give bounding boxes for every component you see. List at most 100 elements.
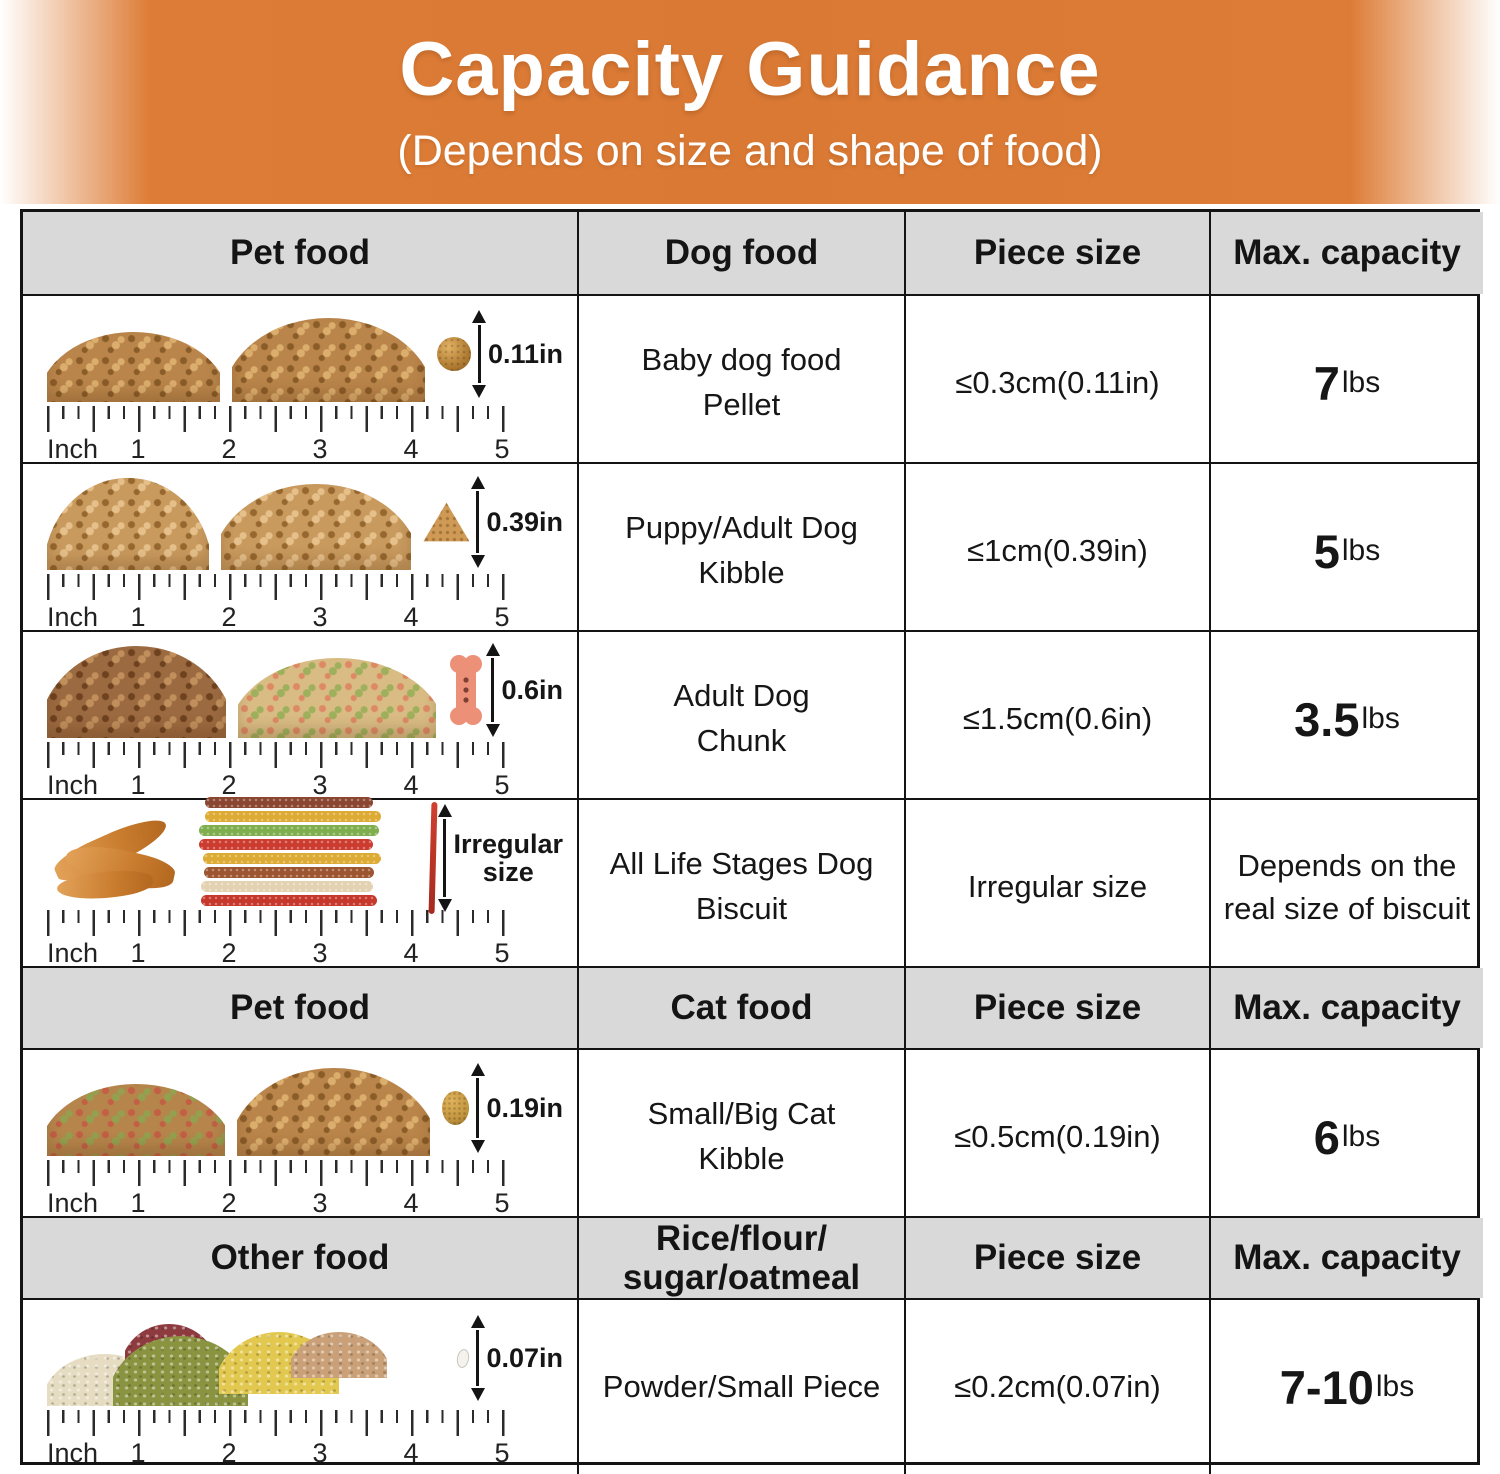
ruler-unit-label: Inch [47, 1188, 99, 1218]
header-pet-food: Pet food [23, 212, 579, 294]
food-name: All Life Stages Dog Biscuit [579, 800, 906, 974]
biscuit-stick-stack [199, 797, 381, 906]
capacity-number: 7-10 [1279, 1360, 1374, 1414]
ruler-mark: 3 [312, 938, 328, 968]
banner: Capacity Guidance (Depends on size and s… [0, 0, 1500, 204]
bone-treat-pile [238, 658, 437, 738]
inch-ruler: Inch 1 2 3 4 5 [47, 1160, 510, 1218]
grain-piles [47, 1314, 387, 1406]
ruler-mark: 5 [494, 770, 510, 800]
food-illustration: 0.6in Inch 1 2 3 4 5 [23, 632, 579, 806]
ruler-mark: 5 [494, 602, 510, 632]
food-illustration: 0.07in Inch 1 2 3 4 5 [23, 1300, 579, 1474]
ruler-mark: 4 [403, 1188, 419, 1218]
food-name: Small/Big Cat Kibble [579, 1050, 906, 1224]
header-dog-food: Dog food [579, 212, 906, 294]
ruler-ticks [47, 574, 505, 600]
ruler-mark: 4 [403, 938, 419, 968]
table-row-powder: 0.07in Inch 1 2 3 4 5 Powder/Small Piece… [23, 1298, 1477, 1474]
ruler-mark: 2 [221, 1188, 237, 1218]
capacity-table: Pet food Dog food Piece size Max. capaci… [20, 209, 1483, 1474]
header-other-food: Other food [23, 1218, 579, 1298]
ruler-mark: 4 [403, 434, 419, 464]
max-capacity: 6 lbs [1211, 1050, 1483, 1224]
capacity-unit: lbs [1341, 1120, 1381, 1153]
ruler-labels: Inch 1 2 3 4 5 [47, 768, 510, 800]
section-header-cat: Pet food Cat food Piece size Max. capaci… [23, 966, 1483, 1048]
table-row-biscuit: Irregular size Inch 1 2 3 4 5 All Life S… [23, 797, 1477, 974]
ruler-mark: 2 [221, 770, 237, 800]
size-indicator: 0.6in [448, 654, 563, 726]
max-capacity: Depends on the real size of biscuit [1223, 847, 1471, 926]
ruler-mark: 5 [494, 938, 510, 968]
food-name: Powder/Small Piece [579, 1300, 906, 1474]
ruler-ticks [47, 742, 505, 768]
food-illustration: 0.11in Inch 1 2 3 4 5 [23, 296, 579, 470]
piece-size: ≤0.2cm(0.07in) [906, 1300, 1211, 1474]
measure-bracket [476, 491, 480, 553]
pellet-sample [436, 337, 471, 371]
food-illustration: 0.19in Inch 1 2 3 4 5 [23, 1050, 579, 1224]
size-label: 0.19in [486, 1092, 563, 1123]
header-max-capacity: Max. capacity [1211, 212, 1483, 294]
page-title: Capacity Guidance [399, 27, 1101, 112]
table-row-chunk: 0.6in Inch 1 2 3 4 5 Adult Dog Chunk ≤1.… [23, 630, 1477, 806]
size-indicator: 0.07in [455, 1330, 563, 1386]
ruler-mark: 1 [130, 602, 146, 632]
measure-bracket [477, 325, 481, 383]
inch-ruler: Inch 1 2 3 4 5 [47, 742, 510, 800]
bone-sample [450, 655, 483, 725]
piece-size: ≤1cm(0.39in) [906, 464, 1211, 638]
kibble-sample [423, 502, 470, 542]
inch-ruler: Inch 1 2 3 4 5 [47, 910, 510, 968]
max-capacity: 5 lbs [1211, 464, 1483, 638]
ruler-mark: 3 [312, 770, 328, 800]
header-piece-size: Piece size [906, 212, 1211, 294]
header-rice-flour: Rice/flour/ sugar/oatmeal [579, 1218, 906, 1298]
ruler-mark: 1 [130, 938, 146, 968]
ruler-unit-label: Inch [47, 770, 99, 800]
measure-bracket [476, 1330, 480, 1386]
measure-bracket [443, 819, 447, 897]
inch-ruler: Inch 1 2 3 4 5 [47, 574, 510, 632]
size-indicator: 0.19in [442, 1078, 563, 1138]
table-row-baby-pellet: 0.11in Inch 1 2 3 4 5 Baby dog food Pell… [23, 294, 1477, 470]
ruler-mark: 3 [312, 1188, 328, 1218]
cat-kibble-pile-mixed [47, 1084, 226, 1156]
ruler-mark: 1 [130, 770, 146, 800]
capacity-number: 6 [1313, 1110, 1340, 1164]
max-capacity: 7-10 lbs [1211, 1300, 1483, 1474]
capacity-number: 5 [1313, 524, 1340, 578]
measure-bracket [491, 658, 495, 722]
ruler-unit-label: Inch [47, 1438, 99, 1468]
capacity-unit: lbs [1375, 1370, 1415, 1403]
piece-size: ≤0.5cm(0.19in) [906, 1050, 1211, 1224]
food-name: Baby dog food Pellet [579, 296, 906, 470]
food-name: Puppy/Adult Dog Kibble [579, 464, 906, 638]
inch-ruler: Inch 1 2 3 4 5 [47, 1410, 510, 1468]
ruler-unit-label: Inch [47, 602, 99, 632]
ruler-mark: 1 [130, 1188, 146, 1218]
ruler-mark: 2 [221, 434, 237, 464]
size-indicator: 0.39in [423, 491, 563, 553]
max-capacity: 7 lbs [1211, 296, 1483, 470]
section-header-dog: Pet food Dog food Piece size Max. capaci… [23, 212, 1483, 294]
ruler-mark: 2 [221, 602, 237, 632]
table-row-kibble: 0.39in Inch 1 2 3 4 5 Puppy/Adult Dog Ki… [23, 462, 1477, 638]
ruler-unit-label: Inch [47, 938, 99, 968]
ruler-unit-label: Inch [47, 434, 99, 464]
capacity-number: 3.5 [1294, 692, 1360, 746]
ruler-mark: 4 [403, 1438, 419, 1468]
ruler-mark: 3 [312, 602, 328, 632]
ruler-mark: 2 [221, 1438, 237, 1468]
size-label: Irregular size [453, 828, 563, 887]
cat-kibble-pile-brown [237, 1068, 431, 1156]
piece-size: Irregular size [906, 800, 1211, 974]
size-indicator: 0.11in [436, 325, 563, 383]
ruler-mark: 5 [494, 1188, 510, 1218]
ruler-ticks [47, 406, 505, 432]
page-subtitle: (Depends on size and shape of food) [397, 127, 1103, 175]
ruler-mark: 1 [130, 434, 146, 464]
inch-ruler: Inch 1 2 3 4 5 [47, 406, 510, 464]
ruler-mark: 4 [403, 602, 419, 632]
